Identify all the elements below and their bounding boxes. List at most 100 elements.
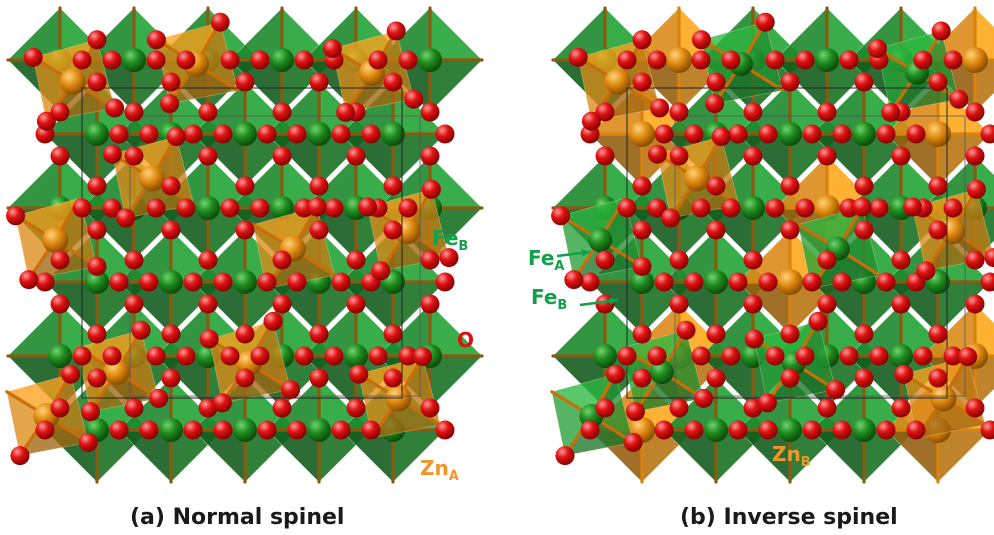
oxygen-atom — [894, 364, 914, 384]
oxygen-atom — [949, 89, 969, 109]
oxygen-atom — [595, 102, 615, 122]
oxygen-atom — [965, 398, 985, 418]
oxygen-atom — [647, 50, 667, 70]
oxygen-atom — [758, 272, 778, 292]
oxygen-atom — [832, 420, 852, 440]
oxygen-atom — [780, 72, 800, 92]
oxygen-atom — [721, 346, 741, 366]
oxygen-atom — [294, 346, 314, 366]
zn-atom — [777, 269, 803, 295]
oxygen-atom — [183, 272, 203, 292]
oxygen-atom — [906, 124, 926, 144]
oxygen-atom — [87, 176, 107, 196]
oxygen-atom — [294, 50, 314, 70]
fe-atom — [852, 122, 876, 146]
oxygen-atom — [324, 198, 344, 218]
oxygen-atom — [632, 176, 652, 196]
oxygen-atom — [87, 368, 107, 388]
label-zn-a-normal-main: Zn — [420, 456, 449, 480]
oxygen-atom — [965, 250, 985, 270]
oxygen-atom — [87, 324, 107, 344]
oxygen-atom — [743, 146, 763, 166]
caption-inverse-spinel: (b) Inverse spinel — [680, 505, 898, 530]
oxygen-atom — [817, 250, 837, 270]
oxygen-atom — [669, 250, 689, 270]
oxygen-atom — [980, 272, 994, 292]
fe-atom — [815, 48, 839, 72]
oxygen-atom — [398, 50, 418, 70]
oxygen-atom — [966, 179, 986, 199]
oxygen-atom — [869, 346, 889, 366]
oxygen-atom — [928, 368, 948, 388]
oxygen-atom — [146, 30, 166, 50]
oxygen-atom — [965, 294, 985, 314]
oxygen-atom — [210, 12, 230, 32]
label-fe-a-inverse-main: Fe — [528, 246, 555, 270]
oxygen-atom — [383, 368, 403, 388]
oxygen-atom — [669, 294, 689, 314]
oxygen-atom — [581, 111, 601, 131]
normal-spinel-structure — [5, 6, 484, 484]
oxygen-atom — [757, 393, 777, 413]
zn-atom — [139, 165, 165, 192]
oxygen-atom — [420, 294, 440, 314]
zn-atom — [604, 68, 631, 95]
oxygen-atom — [131, 320, 151, 340]
oxygen-atom — [580, 420, 600, 440]
oxygen-atom — [728, 272, 748, 292]
oxygen-atom — [913, 50, 933, 70]
oxygen-atom — [161, 176, 181, 196]
label-fe-b-inverse: FeB — [531, 287, 567, 312]
oxygen-atom — [795, 198, 815, 218]
oxygen-atom — [213, 420, 233, 440]
zn-atom — [962, 47, 988, 73]
oxygen-atom — [802, 420, 822, 440]
oxygen-atom — [691, 198, 711, 218]
oxygen-atom — [383, 324, 403, 344]
oxygen-atom — [324, 346, 344, 366]
oxygen-atom — [331, 272, 351, 292]
oxygen-atom — [595, 250, 615, 270]
oxygen-atom — [105, 98, 125, 118]
oxygen-atom — [19, 270, 39, 290]
fe-atom — [48, 344, 72, 368]
label-fe-b-normal: FeB — [432, 228, 468, 253]
oxygen-atom — [817, 398, 837, 418]
oxygen-atom — [826, 380, 846, 400]
fe-atom — [270, 48, 294, 72]
oxygen-atom — [617, 50, 637, 70]
oxygen-atom — [250, 198, 270, 218]
oxygen-atom — [413, 347, 433, 367]
oxygen-atom — [743, 102, 763, 122]
oxygen-atom — [854, 368, 874, 388]
oxygen-atom — [102, 346, 122, 366]
oxygen-atom — [802, 124, 822, 144]
oxygen-atom — [50, 294, 70, 314]
oxygen-atom — [272, 102, 292, 122]
oxygen-atom — [676, 320, 696, 340]
oxygen-atom — [650, 98, 670, 118]
oxygen-atom — [220, 346, 240, 366]
oxygen-atom — [213, 272, 233, 292]
zn-atom — [103, 359, 130, 385]
oxygen-atom — [183, 124, 203, 144]
oxygen-atom — [706, 176, 726, 196]
oxygen-atom — [109, 420, 129, 440]
oxygen-atom — [50, 146, 70, 166]
oxygen-atom — [780, 176, 800, 196]
oxygen-atom — [176, 50, 196, 70]
oxygen-atom — [661, 208, 681, 228]
oxygen-atom — [257, 272, 277, 292]
oxygen-atom — [161, 72, 181, 92]
oxygen-atom — [928, 176, 948, 196]
oxygen-atom — [361, 420, 381, 440]
inverse-spinel-structure — [550, 6, 994, 484]
oxygen-atom — [595, 398, 615, 418]
oxygen-atom — [802, 272, 822, 292]
oxygen-atom — [398, 346, 418, 366]
oxygen-atom — [854, 72, 874, 92]
oxygen-atom — [743, 250, 763, 270]
fe-atom — [122, 48, 146, 72]
oxygen-atom — [349, 364, 369, 384]
arrow-head — [609, 297, 618, 305]
